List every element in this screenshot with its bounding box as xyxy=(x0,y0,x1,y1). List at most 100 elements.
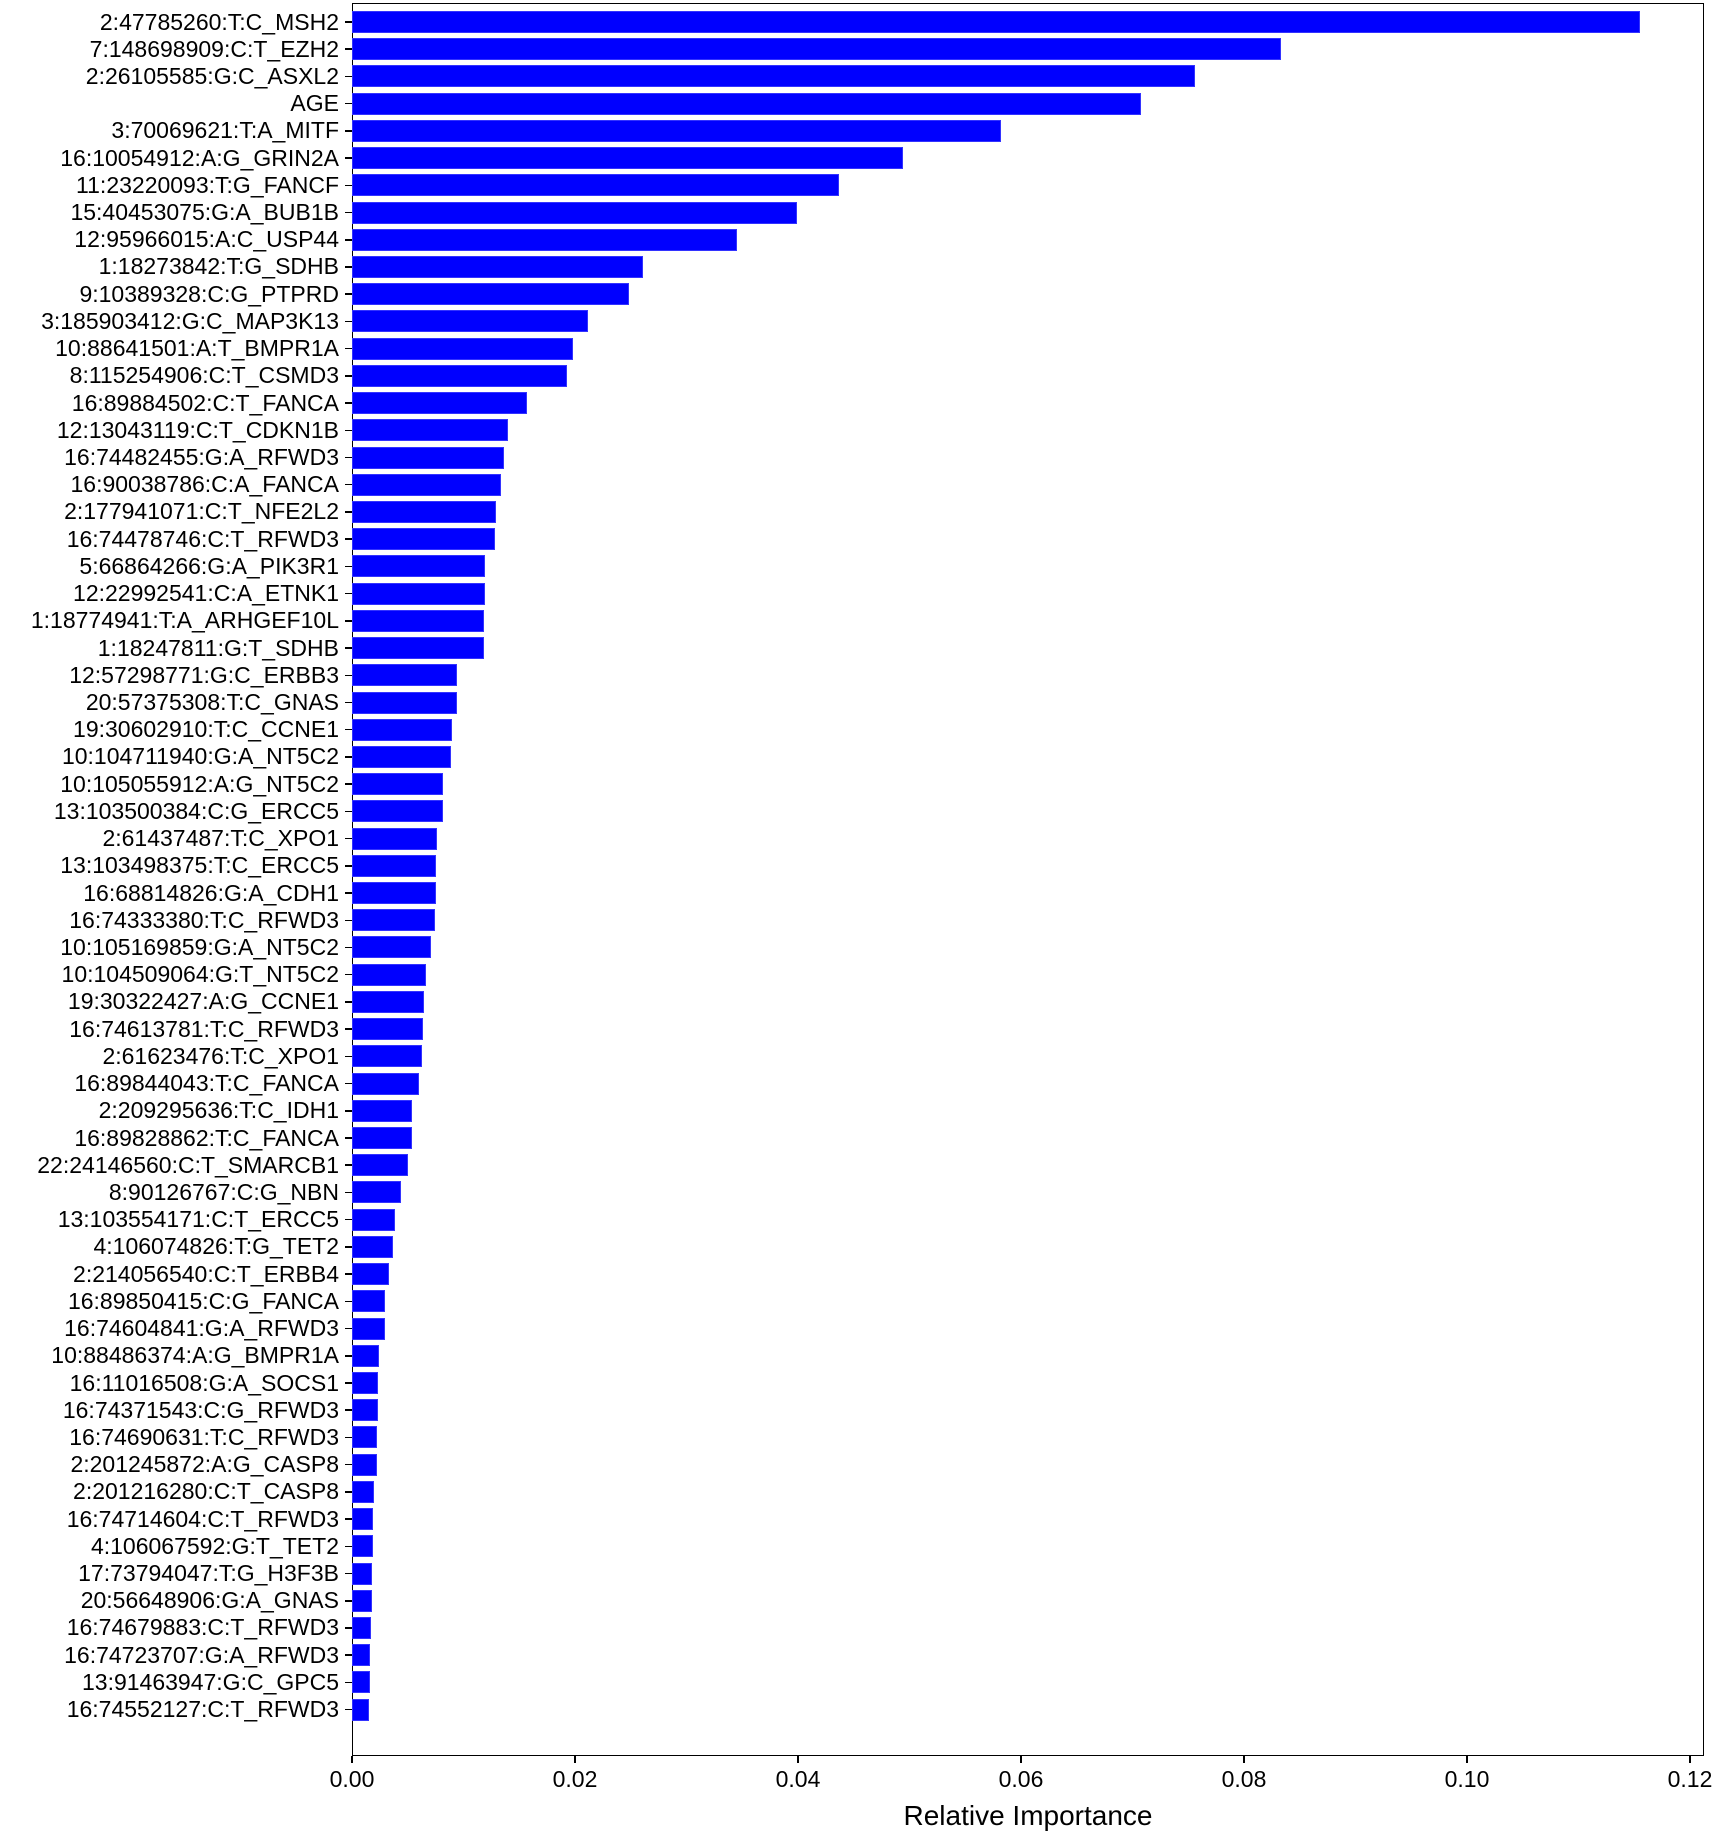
y-tick-label: 2:47785260:T:C_MSH2 xyxy=(99,8,339,35)
y-tick-label: 2:201245872:A:G_CASP8 xyxy=(70,1451,339,1478)
y-tick-label: 17:73794047:T:G_H3F3B xyxy=(78,1560,339,1587)
bar xyxy=(352,1426,377,1449)
y-tick-label: 2:214056540:C:T_ERBB4 xyxy=(73,1260,339,1287)
bar xyxy=(352,337,573,360)
y-tick-mark xyxy=(345,1300,352,1303)
y-tick-label: 10:105169859:G:A_NT5C2 xyxy=(60,933,339,960)
y-tick-mark xyxy=(345,1055,352,1058)
y-tick-label: 1:18273842:T:G_SDHB xyxy=(98,253,339,280)
y-tick-mark xyxy=(345,456,352,459)
bar xyxy=(352,609,484,632)
y-tick-mark xyxy=(345,130,352,132)
y-tick-label: 20:57375308:T:C_GNAS xyxy=(85,689,339,715)
y-tick-mark xyxy=(345,1463,352,1466)
y-tick-label: 3:70069621:T:A_MITF xyxy=(111,117,339,144)
bar xyxy=(352,419,509,442)
y-tick-mark xyxy=(345,429,352,432)
bar xyxy=(352,1453,377,1476)
y-tick-label: 19:30322427:A:G_CCNE1 xyxy=(67,988,339,1015)
y-tick-mark xyxy=(345,701,352,704)
y-tick-mark xyxy=(345,1382,352,1384)
bar xyxy=(352,882,436,905)
bar xyxy=(352,1154,408,1177)
bar xyxy=(352,92,1142,115)
y-tick-mark xyxy=(345,75,352,78)
bar xyxy=(352,1698,369,1721)
y-tick-mark xyxy=(345,837,352,840)
y-tick-label: 19:30602910:T:C_CCNE1 xyxy=(73,716,339,743)
y-tick-label: AGE xyxy=(290,90,339,117)
x-tick-label: 0.04 xyxy=(775,1766,821,1792)
x-tick-mark xyxy=(1020,1756,1022,1763)
y-tick-mark xyxy=(345,1327,352,1330)
y-tick-mark xyxy=(345,266,352,268)
y-tick-label: 1:18774941:T:A_ARHGEF10L xyxy=(30,607,339,634)
y-tick-mark xyxy=(345,592,352,595)
y-tick-label: 2:26105585:G:C_ASXL2 xyxy=(85,62,339,89)
plot-area xyxy=(352,3,1704,1756)
y-tick-mark xyxy=(345,1708,352,1711)
y-tick-mark xyxy=(345,211,352,214)
y-tick-label: 16:74723707:G:A_RFWD3 xyxy=(64,1641,339,1668)
y-tick-mark xyxy=(345,565,352,568)
y-tick-label: 10:104711940:G:A_NT5C2 xyxy=(61,743,339,770)
y-tick-mark xyxy=(345,973,352,976)
y-tick-label: 16:89844043:T:C_FANCA xyxy=(74,1070,339,1097)
bar xyxy=(352,201,797,224)
bar xyxy=(352,827,437,850)
y-tick-mark xyxy=(345,1545,352,1548)
y-tick-label: 5:66864266:G:A_PIK3R1 xyxy=(79,552,339,579)
y-tick-label: 11:23220093:T:G_FANCF xyxy=(76,171,339,198)
bar xyxy=(352,582,485,605)
y-tick-mark xyxy=(345,674,352,677)
bar xyxy=(352,1562,373,1585)
x-tick-label: 0.00 xyxy=(329,1766,375,1792)
x-tick-mark xyxy=(574,1756,576,1763)
y-tick-mark xyxy=(345,1436,352,1439)
y-tick-mark xyxy=(345,375,352,377)
bar xyxy=(352,664,457,687)
y-tick-label: 16:74604841:G:A_RFWD3 xyxy=(64,1315,339,1342)
bar xyxy=(352,119,1001,142)
y-tick-mark xyxy=(345,919,352,921)
y-tick-label: 2:177941071:C:T_NFE2L2 xyxy=(64,498,339,525)
y-tick-mark xyxy=(345,1654,352,1656)
y-tick-label: 16:10054912:A:G_GRIN2A xyxy=(60,144,339,171)
y-tick-mark xyxy=(345,1191,352,1194)
y-tick-label: 2:201216280:C:T_CASP8 xyxy=(73,1478,339,1505)
y-tick-mark xyxy=(345,1518,352,1520)
y-tick-label: 4:106074826:T:G_TET2 xyxy=(93,1233,340,1260)
y-tick-mark xyxy=(345,1491,352,1493)
bar xyxy=(352,228,737,251)
y-tick-mark xyxy=(345,293,352,295)
y-tick-label: 2:61623476:T:C_XPO1 xyxy=(102,1042,339,1069)
bar xyxy=(352,800,444,823)
y-tick-label: 10:88641501:A:T_BMPR1A xyxy=(55,335,339,362)
bar xyxy=(352,691,457,714)
bar xyxy=(352,446,504,469)
y-tick-mark xyxy=(345,184,352,187)
y-tick-mark xyxy=(345,810,352,813)
y-tick-mark xyxy=(345,402,352,404)
y-tick-mark xyxy=(345,756,352,758)
bar xyxy=(352,637,484,660)
y-tick-label: 16:74371543:C:G_RFWD3 xyxy=(62,1396,339,1423)
y-tick-label: 10:88486374:A:G_BMPR1A xyxy=(51,1342,339,1369)
x-tick-mark xyxy=(1466,1756,1468,1763)
y-tick-mark xyxy=(345,320,352,323)
bar xyxy=(352,38,1281,61)
y-tick-mark xyxy=(345,728,352,731)
y-tick-label: 12:57298771:G:C_ERBB3 xyxy=(69,661,339,688)
y-tick-label: 4:106067592:G:T_TET2 xyxy=(90,1532,339,1559)
y-tick-mark xyxy=(345,157,352,159)
bar xyxy=(352,990,425,1013)
bar xyxy=(352,1208,396,1231)
bar xyxy=(352,65,1195,88)
y-tick-mark xyxy=(345,1409,352,1411)
bar xyxy=(352,1671,370,1694)
y-tick-mark xyxy=(345,1137,352,1139)
y-tick-mark xyxy=(345,102,352,105)
bar xyxy=(352,1644,370,1667)
y-tick-label: 22:24146560:C:T_SMARCB1 xyxy=(37,1151,339,1178)
y-tick-mark xyxy=(345,483,352,486)
